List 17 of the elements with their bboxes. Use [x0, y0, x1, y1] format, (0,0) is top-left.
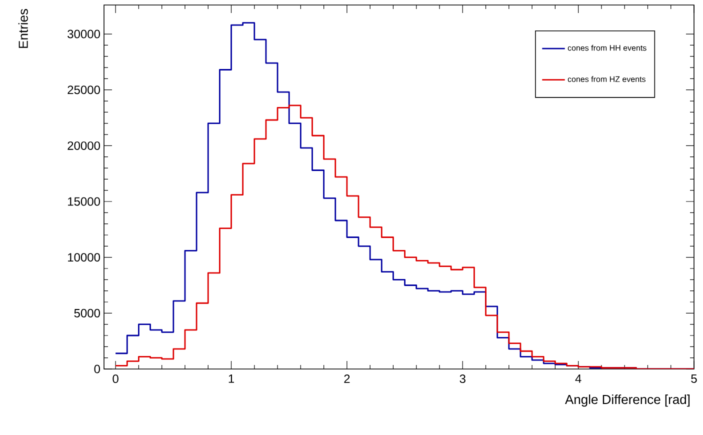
- x-tick-label: 2: [344, 374, 350, 383]
- y-axis-title: Entries: [18, 8, 28, 48]
- x-tick-label: 3: [460, 374, 466, 384]
- y-tick-label: 25000: [68, 86, 100, 94]
- x-axis-title: Angle Difference [rad]: [565, 394, 690, 407]
- x-tick-label: 1: [228, 374, 234, 383]
- y-tick-label: 0: [94, 364, 100, 374]
- legend-label: cones from HZ events: [568, 76, 646, 82]
- y-tick-label: 10000: [68, 253, 100, 262]
- x-tick-label: 4: [575, 374, 582, 383]
- y-tick-label: 30000: [68, 30, 100, 38]
- y-tick-label: 5000: [74, 308, 100, 318]
- x-tick-label: 0: [112, 374, 118, 384]
- x-tick-label: 5: [691, 374, 697, 383]
- y-tick-label: 15000: [68, 197, 100, 206]
- legend-label: cones from HH events: [568, 44, 646, 51]
- y-tick-label: 20000: [68, 141, 100, 150]
